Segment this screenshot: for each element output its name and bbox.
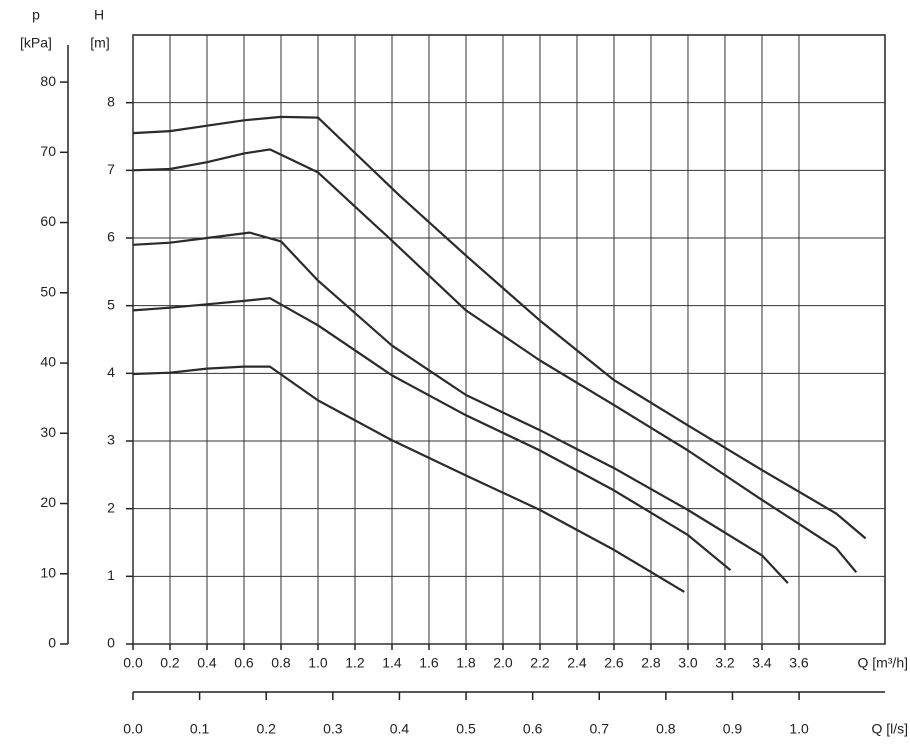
x-tick-label: 2.8 xyxy=(641,655,661,671)
x2-axis-label: Q [l/s] xyxy=(871,721,908,737)
x-tick-label: 2.6 xyxy=(604,655,624,671)
x-tick-label: 0.8 xyxy=(271,655,291,671)
x-tick-label: 0.2 xyxy=(160,655,180,671)
y2-axis-label: p xyxy=(32,7,40,23)
x-tick-label: 1.0 xyxy=(308,655,328,671)
x2-tick-label: 0.5 xyxy=(456,721,476,737)
x-tick-label: 1.2 xyxy=(345,655,365,671)
x-tick-label: 2.2 xyxy=(530,655,550,671)
x-tick-label: 3.4 xyxy=(752,655,772,671)
x-tick-label: 0.0 xyxy=(123,655,143,671)
x-tick-label: 0.6 xyxy=(234,655,254,671)
y-tick-label: 5 xyxy=(107,296,115,312)
x2-tick-label: 0.2 xyxy=(256,721,276,737)
y-axis-label: H xyxy=(94,7,104,23)
y2-tick-label: 20 xyxy=(40,494,56,510)
y-axis-unit: [m] xyxy=(90,35,109,51)
x-tick-label: 3.2 xyxy=(715,655,735,671)
x2-tick-label: 0.7 xyxy=(590,721,610,737)
y-tick-label: 3 xyxy=(107,432,115,448)
y-tick-label: 2 xyxy=(107,499,115,515)
y2-tick-label: 80 xyxy=(40,73,56,89)
x-axis-label: Q [m³/h] xyxy=(857,655,908,671)
x-tick-label: 1.4 xyxy=(382,655,402,671)
y-tick-label: 6 xyxy=(107,229,115,245)
y-tick-label: 4 xyxy=(107,364,115,380)
y-tick-label: 0 xyxy=(107,635,115,651)
x2-tick-label: 0.6 xyxy=(523,721,543,737)
x2-tick-label: 0.4 xyxy=(390,721,410,737)
pump-curve xyxy=(132,231,789,584)
y2-axis-unit: [kPa] xyxy=(20,35,52,51)
y-tick-label: 1 xyxy=(107,567,115,583)
x2-tick-label: 0.0 xyxy=(123,721,143,737)
x-tick-label: 1.8 xyxy=(456,655,476,671)
y2-tick-label: 70 xyxy=(40,143,56,159)
pump-curve xyxy=(132,115,867,540)
pump-curve xyxy=(132,297,732,572)
y2-tick-label: 0 xyxy=(48,635,56,651)
x-tick-label: 2.0 xyxy=(493,655,513,671)
y2-tick-label: 30 xyxy=(40,424,56,440)
y2-tick-label: 60 xyxy=(40,213,56,229)
pump-curve xyxy=(132,148,858,574)
x2-tick-label: 0.1 xyxy=(190,721,210,737)
x2-tick-label: 1.0 xyxy=(789,721,809,737)
x2-tick-label: 0.9 xyxy=(723,721,743,737)
y-tick-label: 7 xyxy=(107,161,115,177)
y2-tick-label: 50 xyxy=(40,283,56,299)
x-tick-label: 1.6 xyxy=(419,655,439,671)
x-tick-label: 0.4 xyxy=(197,655,217,671)
x2-tick-label: 0.8 xyxy=(656,721,676,737)
y2-tick-label: 40 xyxy=(40,354,56,370)
x-tick-label: 2.4 xyxy=(567,655,587,671)
x-tick-label: 3.0 xyxy=(678,655,698,671)
pump-curve xyxy=(132,365,685,593)
y2-tick-label: 10 xyxy=(40,564,56,580)
y-tick-label: 8 xyxy=(107,93,115,109)
x-tick-label: 3.6 xyxy=(789,655,809,671)
x2-tick-label: 0.3 xyxy=(323,721,343,737)
